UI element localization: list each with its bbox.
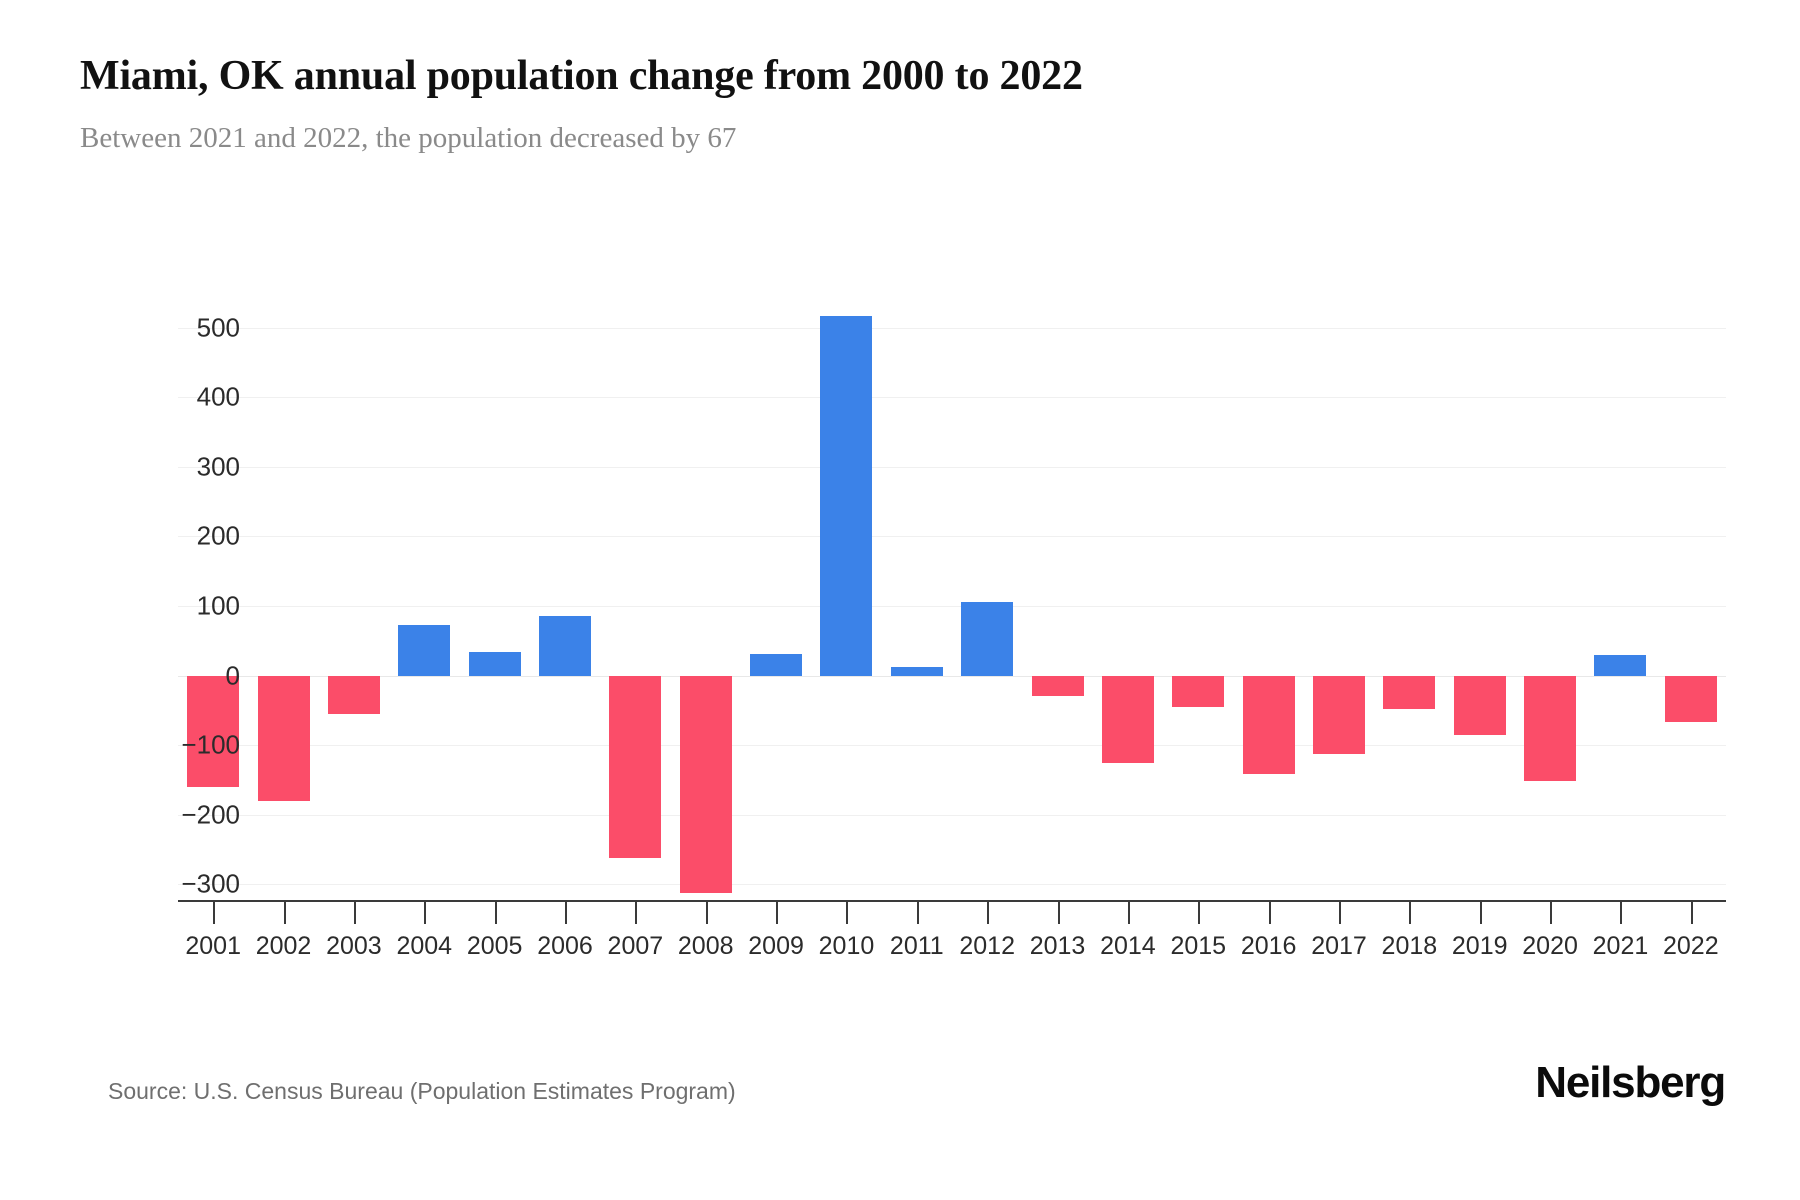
x-axis-label-2010: 2010: [818, 932, 875, 960]
x-axis-tick: [1268, 902, 1271, 924]
x-axis-label-2004: 2004: [396, 932, 453, 960]
x-axis-tick: [916, 902, 919, 924]
x-axis-tick: [1620, 902, 1623, 924]
bar-2008[interactable]: [679, 675, 732, 893]
x-axis-tick: [494, 902, 497, 924]
zero-line: [178, 675, 1726, 677]
bar-2013[interactable]: [1031, 675, 1084, 697]
bar-2010[interactable]: [820, 315, 873, 676]
x-axis-label-2017: 2017: [1311, 932, 1367, 960]
x-axis-label-2003: 2003: [326, 932, 382, 960]
bar-2014[interactable]: [1101, 675, 1154, 764]
gridline: [178, 745, 1726, 747]
brand-logo: Neilsberg: [1535, 1058, 1726, 1107]
x-axis-tick: [283, 902, 286, 924]
bar-2022[interactable]: [1664, 675, 1717, 723]
x-axis-tick: [987, 902, 990, 924]
y-axis-tick-label: 500: [196, 312, 240, 343]
gridline: [178, 606, 1726, 607]
x-axis-label-2007: 2007: [607, 932, 664, 960]
bar-2020[interactable]: [1524, 675, 1577, 782]
x-axis-tick: [1198, 902, 1201, 924]
x-axis-label-2008: 2008: [677, 932, 734, 960]
x-axis-tick: [1127, 902, 1130, 924]
x-axis-label-2002: 2002: [255, 932, 312, 960]
x-axis-label-2011: 2011: [889, 932, 944, 960]
bar-2021[interactable]: [1594, 655, 1647, 676]
y-axis-tick-label: 300: [196, 451, 240, 482]
x-axis-tick: [353, 902, 356, 924]
x-axis-label-2020: 2020: [1522, 932, 1578, 960]
x-axis-tick: [1550, 902, 1553, 924]
page-title: Miami, OK annual population change from …: [80, 53, 1083, 99]
x-axis-label-2019: 2019: [1451, 932, 1508, 960]
bar-2017[interactable]: [1312, 675, 1366, 755]
gridline: [178, 884, 1726, 886]
x-axis-label-2021: 2021: [1592, 932, 1649, 960]
x-axis-tick: [213, 902, 216, 924]
bar-2004[interactable]: [398, 624, 451, 676]
bar-2019[interactable]: [1453, 675, 1506, 735]
bar-2003[interactable]: [327, 675, 380, 714]
bar-2005[interactable]: [468, 651, 521, 676]
bar-2015[interactable]: [1172, 675, 1225, 707]
x-axis-tick: [565, 902, 567, 924]
page-subtitle: Between 2021 and 2022, the population de…: [80, 122, 737, 154]
y-axis-tick-label: 0: [225, 660, 240, 691]
x-axis-tick: [1339, 902, 1341, 924]
gridline: [178, 466, 1726, 468]
bar-2009[interactable]: [750, 653, 803, 676]
x-axis-label-2018: 2018: [1381, 932, 1438, 960]
x-axis-line: [178, 900, 1726, 902]
x-axis-label-2001: 2001: [185, 932, 241, 960]
bar-2012[interactable]: [961, 601, 1014, 676]
bar-2016[interactable]: [1242, 675, 1295, 774]
y-axis-tick-label: −200: [181, 799, 240, 830]
y-axis-tick-label: 400: [196, 381, 240, 412]
y-axis-tick-label: 200: [196, 520, 240, 551]
gridline: [178, 814, 1726, 816]
y-axis-tick-label: −100: [181, 729, 240, 760]
bar-2011[interactable]: [890, 666, 943, 676]
x-axis-tick: [1690, 902, 1693, 924]
y-axis-tick-label: −300: [181, 868, 240, 899]
x-axis-label-2014: 2014: [1100, 932, 1156, 960]
x-axis-tick: [1057, 902, 1060, 924]
x-axis-tick: [424, 902, 427, 924]
y-axis-tick-label: 100: [196, 590, 240, 621]
gridline: [178, 536, 1726, 538]
x-axis-label-2015: 2015: [1170, 932, 1227, 960]
x-axis-label-2022: 2022: [1663, 932, 1719, 960]
x-axis-tick: [635, 902, 638, 924]
gridline: [178, 327, 1726, 329]
bar-2006[interactable]: [538, 616, 592, 676]
source-note: Source: U.S. Census Bureau (Population E…: [108, 1078, 736, 1104]
x-axis-label-2005: 2005: [466, 932, 523, 960]
chart-plot-area: [178, 300, 1726, 912]
bar-2007[interactable]: [609, 675, 662, 859]
bar-2018[interactable]: [1383, 675, 1436, 709]
x-axis-tick: [1409, 902, 1412, 924]
bar-2002[interactable]: [257, 675, 310, 802]
x-axis-tick: [1479, 902, 1482, 924]
x-axis-label-2012: 2012: [959, 932, 1015, 960]
x-axis-tick: [776, 902, 779, 924]
bar-2001[interactable]: [187, 675, 240, 787]
x-axis-label-2016: 2016: [1240, 932, 1297, 960]
gridline: [178, 397, 1726, 399]
x-axis-label-2013: 2013: [1029, 932, 1086, 960]
x-axis-tick: [846, 902, 849, 924]
x-axis-label-2009: 2009: [748, 932, 804, 960]
x-axis-label-2006: 2006: [537, 932, 593, 960]
x-axis-tick: [705, 902, 708, 924]
